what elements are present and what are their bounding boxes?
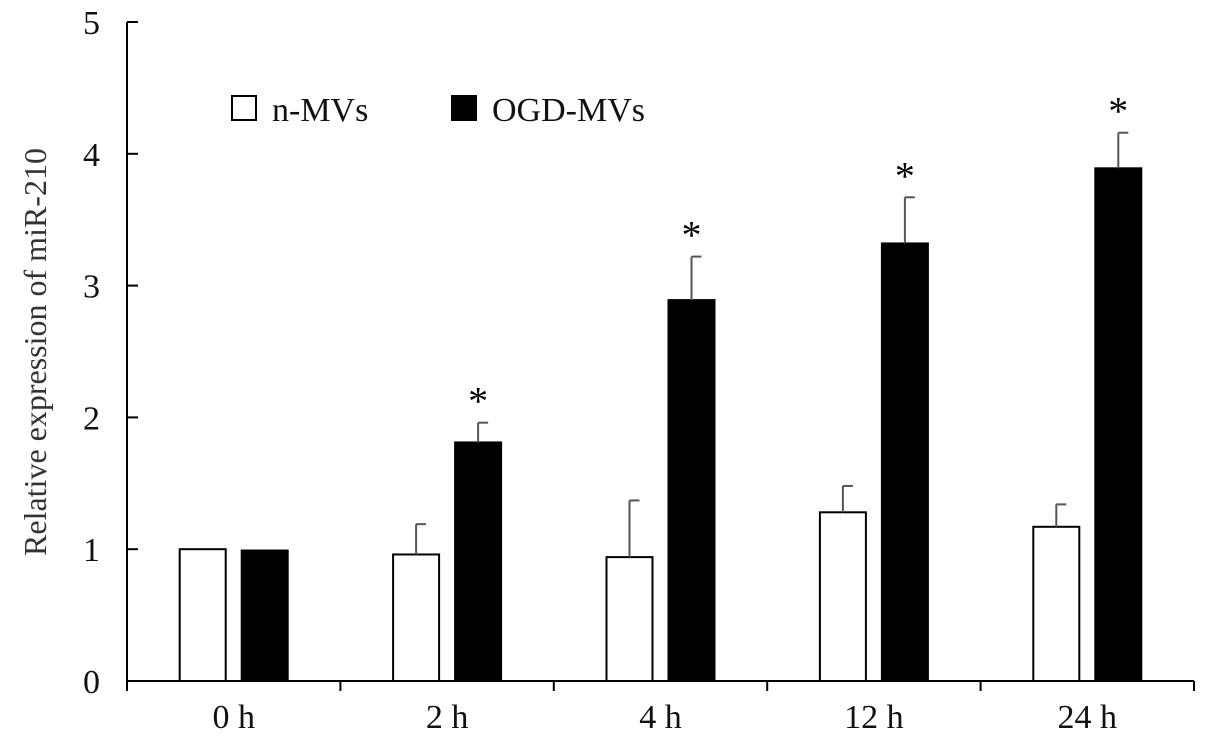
y-axis-label: Relative expression of miR-210 <box>17 148 53 556</box>
bar-n-mvs-12-h <box>818 511 867 683</box>
x-tick-label-24-h: 24 h <box>1058 699 1118 736</box>
x-tick-label-2-h: 2 h <box>426 699 469 736</box>
legend-label-ogd-mvs: OGD-MVs <box>492 92 645 129</box>
legend-label-n-mvs: n-MVs <box>272 92 368 129</box>
legend: n-MVs OGD-MVs <box>231 92 645 129</box>
significance-mark-12-h: * <box>895 153 915 198</box>
legend-swatch-n-mvs <box>231 95 257 121</box>
x-tick-label-0-h: 0 h <box>212 699 255 736</box>
x-tick-label-12-h: 12 h <box>844 699 904 736</box>
bars-layer <box>178 167 1143 683</box>
bar-n-mvs-24-h <box>1032 525 1081 682</box>
y-tick-label-3: 3 <box>83 269 100 306</box>
legend-swatch-ogd-mvs <box>451 95 477 121</box>
bar-ogd-mvs-12-h <box>880 242 929 682</box>
y-tick-label-1: 1 <box>83 532 100 569</box>
y-tick-label-2: 2 <box>83 400 100 437</box>
error-bars-layer <box>415 131 1129 558</box>
significance-mark-2-h: * <box>468 379 488 424</box>
bar-ogd-mvs-4-h <box>667 299 716 682</box>
bar-n-mvs-2-h <box>392 553 441 682</box>
bar-ogd-mvs-24-h <box>1094 167 1143 683</box>
bar-ogd-mvs-0-h <box>240 549 289 682</box>
bar-n-mvs-0-h <box>178 548 227 683</box>
y-ticks: 0 1 2 3 4 5 <box>83 5 138 701</box>
x-ticks: 0 h 2 h 4 h 12 h 24 h <box>126 681 1195 736</box>
y-tick-label-4: 4 <box>83 137 100 174</box>
significance-layer: * * * * <box>468 89 1128 424</box>
significance-mark-4-h: * <box>682 213 702 258</box>
significance-mark-24-h: * <box>1108 89 1128 134</box>
y-tick-label-0: 0 <box>83 664 100 701</box>
x-tick-label-4-h: 4 h <box>639 699 682 736</box>
bar-n-mvs-4-h <box>605 556 654 682</box>
y-tick-label-5: 5 <box>83 5 100 42</box>
bar-ogd-mvs-2-h <box>454 441 503 682</box>
